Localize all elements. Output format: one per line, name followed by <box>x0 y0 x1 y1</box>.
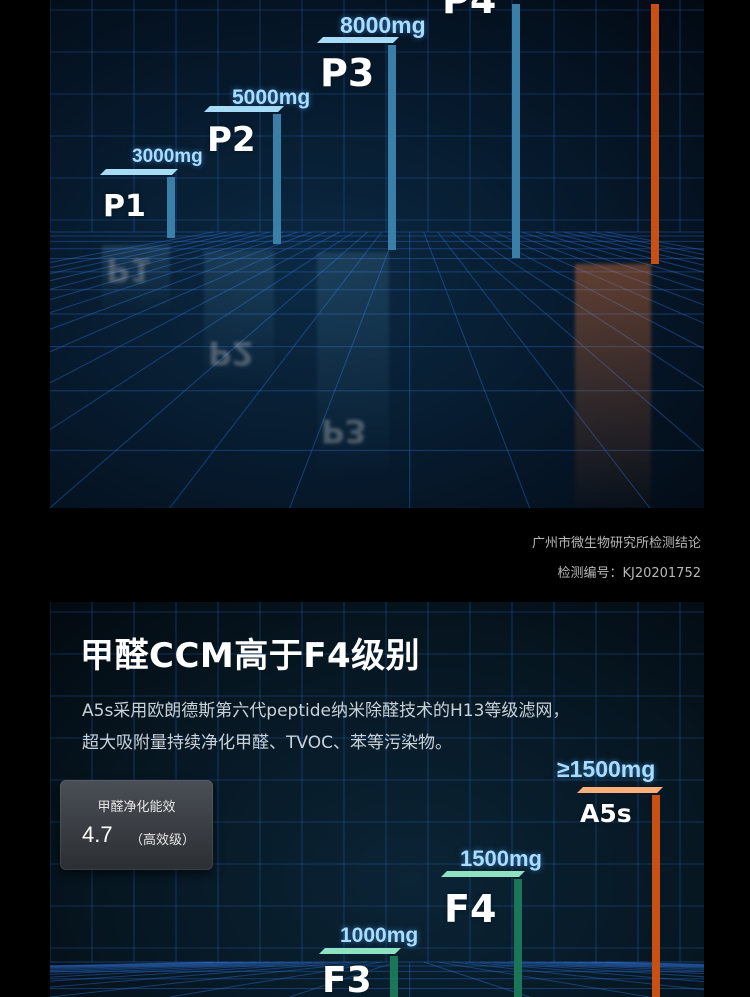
grid-line <box>465 961 704 983</box>
bar-label: P4 <box>442 0 497 22</box>
bar-f3: F3 <box>318 948 401 997</box>
bar-reflection: P3 <box>317 252 389 482</box>
section-title: 甲醛CCM高于F4级别 <box>80 636 421 676</box>
bar-p3: P3 <box>316 37 399 250</box>
bar-label: F4 <box>444 887 497 931</box>
grid-line <box>437 231 651 508</box>
grid-line <box>50 961 270 970</box>
grid-line <box>451 961 704 991</box>
grid-line <box>493 961 704 975</box>
grid-line <box>169 961 382 997</box>
grid-line <box>479 961 704 978</box>
source-institution: 广州市微生物研究所检测结论 <box>531 536 701 551</box>
bar-value: 1000mg <box>340 924 419 947</box>
efficiency-grade: （高效级） <box>130 833 196 848</box>
grid-line <box>50 231 298 314</box>
grid-line <box>289 231 397 508</box>
grid-line <box>50 961 368 997</box>
reflection-label: P3 <box>321 412 367 450</box>
bar-label: F3 <box>322 960 372 997</box>
section-description-line2: 超大吸附量持续净化甲醛、TVOC、苯等污染物。 <box>82 733 452 753</box>
grid-line <box>535 961 704 969</box>
grid-line <box>50 231 354 431</box>
bar-value: ≥1500mg <box>557 756 656 782</box>
grid-line <box>451 231 704 452</box>
grid-line <box>50 961 326 978</box>
grid-line <box>493 231 704 324</box>
grid-line <box>50 961 256 969</box>
top-chart-panel: P1 P2 P3 P1 3000mg P2 5000mg P3 8000mg P… <box>50 0 704 508</box>
reflection-label: P2 <box>208 334 254 372</box>
bar-label: P2 <box>207 120 256 160</box>
grid-line <box>50 231 312 330</box>
efficiency-label: 甲醛净化能效 <box>97 800 176 815</box>
bar-p4: P4 <box>438 0 520 258</box>
grid-line <box>507 231 704 306</box>
bar-reflection: P1 <box>102 245 170 315</box>
bar-value: 8000mg <box>340 12 426 38</box>
grid-line <box>507 961 704 972</box>
bar-a5s: A5s <box>576 787 663 997</box>
grid-line <box>50 961 284 972</box>
reflection-label: P1 <box>106 251 152 289</box>
grid-line <box>50 231 326 353</box>
bar-label: A5s <box>580 799 632 828</box>
grid-line <box>521 961 704 971</box>
grid-line <box>50 231 256 282</box>
grid-line <box>479 231 704 350</box>
grid-line <box>423 231 531 508</box>
grid-background <box>50 0 704 508</box>
grid-line <box>289 961 396 997</box>
report-number: 检测编号：KJ20201752 <box>557 566 701 581</box>
bar-value: 1500mg <box>460 846 542 871</box>
bar-p2: P2 <box>203 106 284 244</box>
bar-value: 5000mg <box>232 86 311 109</box>
bar-value: 3000mg <box>132 146 203 167</box>
grid-line <box>50 961 354 988</box>
grid-line <box>50 231 270 290</box>
bar-reflection <box>575 264 651 508</box>
grid-line <box>50 961 298 973</box>
efficiency-score: 4.7 <box>82 822 113 847</box>
bar-f4: F4 <box>440 871 525 997</box>
grid-line <box>50 231 369 508</box>
bar-a5s-top <box>575 0 659 264</box>
grid-line <box>50 961 340 982</box>
grid-line <box>169 231 383 508</box>
grid-line <box>535 231 704 282</box>
grid-line <box>521 231 704 292</box>
grid-line <box>465 231 704 388</box>
section-description-line1: A5s采用欧朗德斯第六代peptide纳米除醛技术的H13等级滤网， <box>82 701 570 721</box>
bar-label: P1 <box>103 189 146 224</box>
bar-p1: P1 <box>99 169 178 238</box>
grid-line <box>50 231 340 384</box>
grid-line <box>50 231 284 301</box>
grid-line <box>50 961 312 975</box>
bar-reflection: P2 <box>204 250 274 390</box>
grid-line <box>437 961 650 997</box>
efficiency-card: 甲醛净化能效 4.7 （高效级） <box>60 780 213 870</box>
grid-background <box>50 602 704 997</box>
grid-line <box>423 961 530 997</box>
bar-label: P3 <box>320 51 375 95</box>
